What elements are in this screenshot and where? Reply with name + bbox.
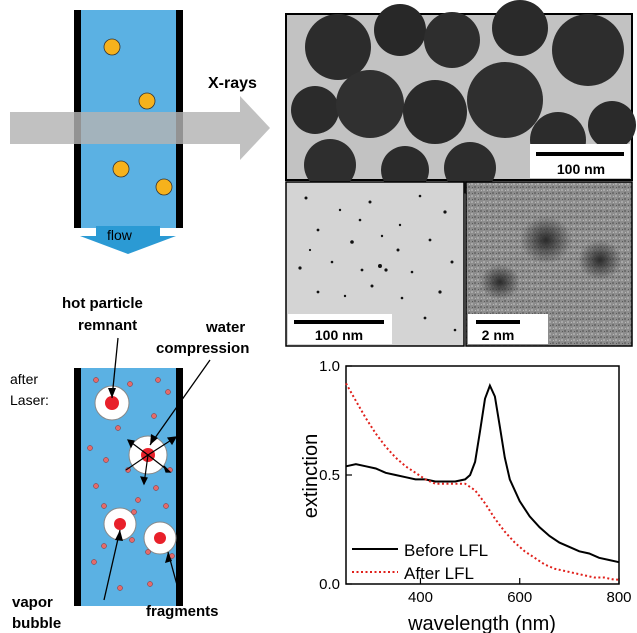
flow-label: flow xyxy=(107,227,133,243)
series-line-before-lfl xyxy=(345,382,620,564)
gold-particle xyxy=(155,178,173,196)
flow-cell-wall-right xyxy=(176,368,183,606)
water-compression-label: water xyxy=(205,319,245,336)
gold-particle xyxy=(112,160,130,178)
after-laser-label: after xyxy=(10,371,38,387)
after-laser-schematic: after Laser: hot particle remnant water … xyxy=(10,295,249,632)
scale-bar xyxy=(294,320,384,324)
y-axis-label: extinction xyxy=(300,434,322,519)
callout-lines xyxy=(103,337,211,601)
flow-cell-wall-left xyxy=(74,368,81,606)
hot-core xyxy=(154,532,166,544)
vapor-bubble-label: vapor xyxy=(12,594,53,611)
flow-arrow xyxy=(80,226,176,254)
xray-label: X-rays xyxy=(208,75,257,92)
x-axis-label: wavelength (nm) xyxy=(407,613,556,633)
x-tick-label: 800 xyxy=(606,589,631,606)
scale-bar xyxy=(476,320,520,324)
water-compression-label: compression xyxy=(156,340,249,357)
tem-small-left-image: 100 nm xyxy=(285,181,465,347)
gold-particle xyxy=(138,92,156,110)
series-line-after-lfl xyxy=(345,382,619,581)
hot-core xyxy=(105,396,119,410)
y-tick-label: 0.5 xyxy=(319,467,340,484)
hot-particle-label: hot particle xyxy=(62,295,143,312)
xray-arrow xyxy=(10,96,270,160)
after-laser-label: Laser: xyxy=(10,392,49,408)
scale-bar-label: 2 nm xyxy=(482,327,515,343)
gold-particle xyxy=(103,38,121,56)
y-tick-label: 1.0 xyxy=(319,358,340,375)
x-tick-label: 600 xyxy=(507,589,532,606)
tem-large-image: 100 nm xyxy=(285,0,636,194)
compression-arrows xyxy=(125,436,178,486)
tem-small-right-image: 2 nm xyxy=(465,181,633,347)
y-tick-label: 0.0 xyxy=(319,576,340,593)
scale-bar-label: 100 nm xyxy=(315,327,363,343)
chart-ticks: 400 600 800 0.0 0.5 1.0 xyxy=(319,358,631,606)
fragments xyxy=(87,377,175,591)
scale-bar xyxy=(536,152,624,156)
hot-particle-label: remnant xyxy=(78,317,137,334)
scale-bar-label: 100 nm xyxy=(557,161,605,177)
hot-core xyxy=(114,518,126,530)
fragments-label: fragments xyxy=(146,603,219,620)
legend-label-after: After LFL xyxy=(404,564,474,583)
vapor-bubble-label: bubble xyxy=(12,615,61,632)
flow-cell-schematic: X-rays flow xyxy=(10,10,270,254)
extinction-chart: 400 600 800 0.0 0.5 1.0 wavelength (nm) extin… xyxy=(300,358,632,633)
legend-label-before: Before LFL xyxy=(404,541,488,560)
x-tick-label: 400 xyxy=(408,589,433,606)
